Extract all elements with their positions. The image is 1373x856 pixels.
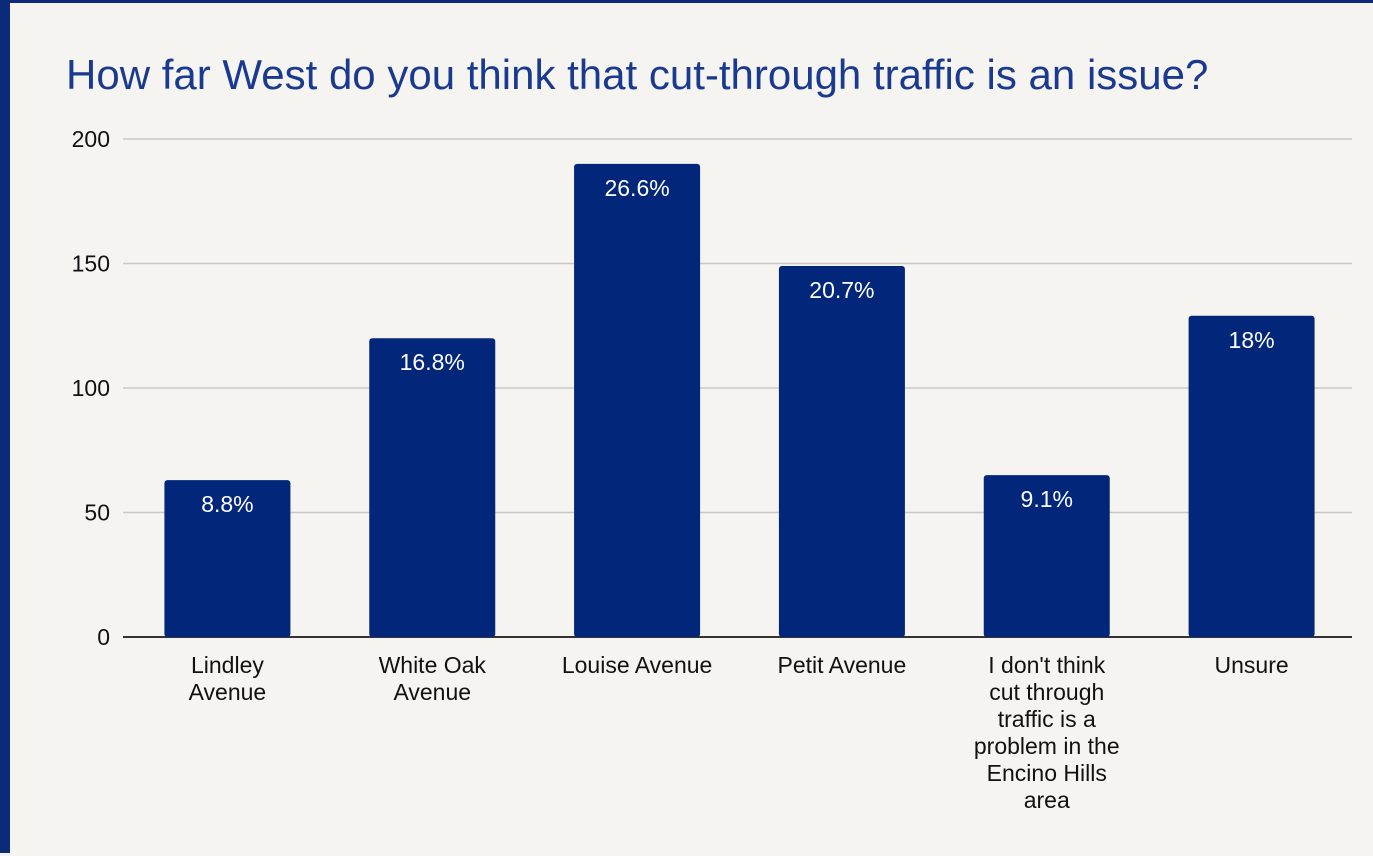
bar (778, 265, 905, 637)
bar-data-label: 20.7% (809, 277, 874, 303)
bar (164, 480, 291, 637)
y-tick-label: 150 (72, 251, 110, 277)
bar (983, 475, 1110, 637)
y-tick-label: 200 (72, 126, 110, 152)
x-tick-label: I don't think cut through traffic is a prob… (974, 652, 1120, 813)
bar-chart: 0 50 100 150 200 8.8% Lindley Avenue 16.8% White … (72, 126, 1352, 813)
bar-data-label: 8.8% (201, 491, 253, 517)
bar-data-label: 26.6% (604, 175, 669, 201)
x-tick-label: Louise Avenue (562, 652, 713, 678)
y-tick-label: 50 (84, 500, 110, 526)
bar-data-label: 18% (1229, 327, 1275, 353)
x-tick-label: White Oak Avenue (379, 652, 487, 705)
x-tick-label: Lindley Avenue (189, 652, 267, 705)
y-tick-label: 0 (97, 624, 110, 650)
x-tick-label: Unsure (1215, 652, 1289, 678)
bar (369, 338, 496, 637)
bar-data-label: 9.1% (1021, 486, 1073, 512)
chart-title: How far West do you think that cut-throu… (66, 51, 1209, 98)
bar (1188, 315, 1315, 637)
bar (574, 163, 701, 637)
bar-data-label: 16.8% (400, 349, 465, 375)
y-tick-label: 100 (72, 375, 110, 401)
x-tick-label: Petit Avenue (778, 652, 907, 678)
